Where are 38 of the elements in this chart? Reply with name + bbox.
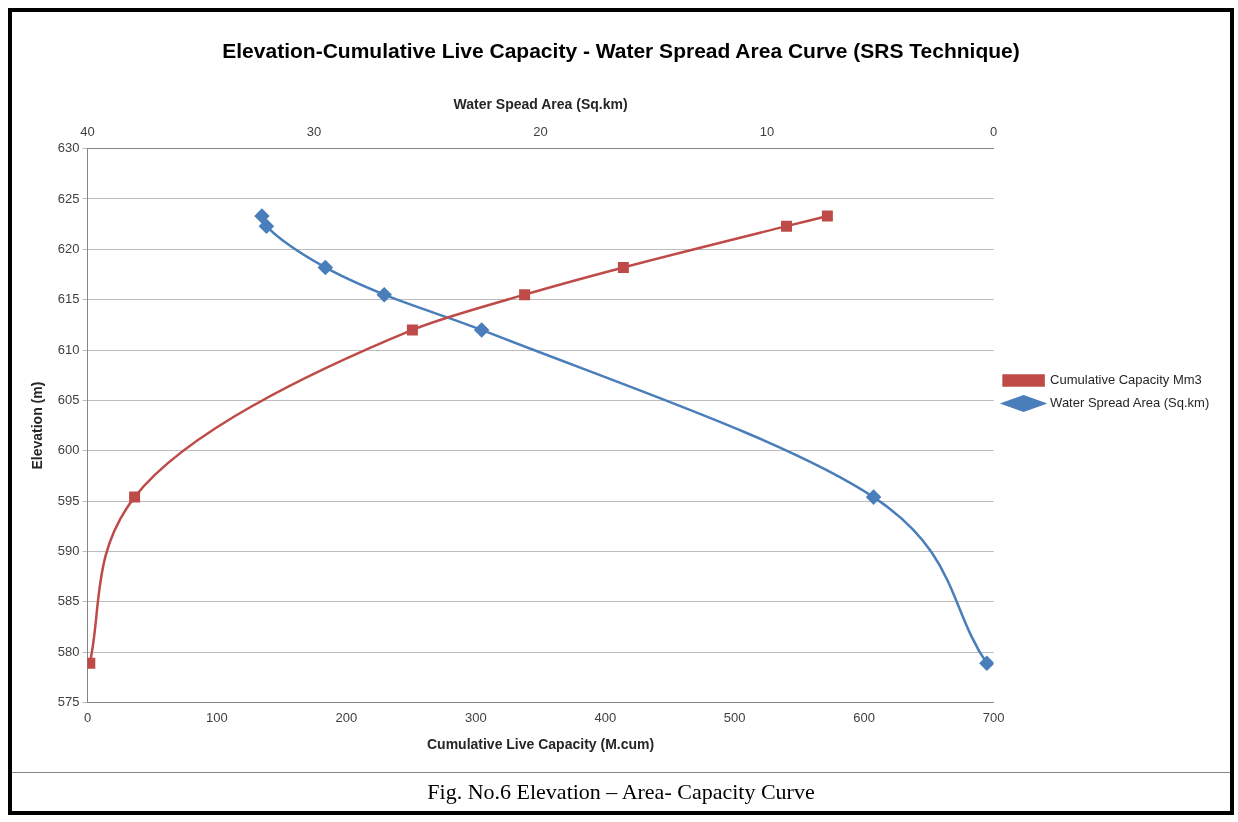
text: Fig. No.6 Elevation – Area- Capacity Curve (12, 772, 1230, 811)
x2-tick-label: 20 (533, 124, 548, 140)
y-tick-label: 610 (57, 341, 80, 357)
y-tick-label: 580 (57, 643, 80, 659)
point (617, 261, 629, 273)
x-tick-label: 100 (206, 709, 228, 725)
legend-label: Cumulative Capacity Mm3 (1050, 372, 1202, 388)
point (406, 324, 418, 336)
x2-tick-label: 10 (759, 124, 775, 140)
y-tick-label: 600 (57, 442, 80, 458)
y-tick-label: 605 (57, 392, 80, 407)
x2-axis-title: Water Spead Area (Sq.km) (453, 96, 628, 113)
y-tick-label: 575 (57, 694, 80, 710)
y-tick-label: 620 (57, 240, 80, 256)
x2-tick-label: 30 (306, 124, 322, 140)
y-tick-label: 585 (57, 593, 80, 609)
y-tick-label: 615 (57, 291, 80, 307)
x-tick-label: 600 (853, 709, 875, 725)
y-tick-label: 625 (57, 190, 80, 206)
x-tick-label: 400 (594, 709, 617, 725)
x2-tick-label: 0 (989, 124, 998, 140)
x-tick-label: 200 (335, 709, 358, 725)
x-tick-label: 300 (464, 709, 487, 725)
point (129, 491, 141, 503)
point (519, 289, 531, 301)
x-axis-title: Cumulative Live Capacity (M.cum) (426, 736, 655, 753)
point (821, 210, 833, 222)
x2-tick-label: 40 (80, 124, 95, 140)
x-tick-label: 0 (83, 709, 92, 725)
y-tick-label: 630 (57, 140, 80, 156)
point (780, 220, 792, 232)
y-tick-label: 595 (57, 492, 80, 508)
y-tick-label: 590 (57, 543, 80, 559)
x-tick-label: 500 (723, 709, 746, 725)
y-axis-title: Elevation (m) (29, 381, 46, 470)
legend-label: Water Spread Area (Sq.km) (1050, 395, 1210, 411)
chart-title: Elevation-Cumulative Live Capacity - Water Spread Area Curve (SRS Technique) (222, 39, 1020, 63)
x-tick-label: 700 (982, 709, 1005, 725)
